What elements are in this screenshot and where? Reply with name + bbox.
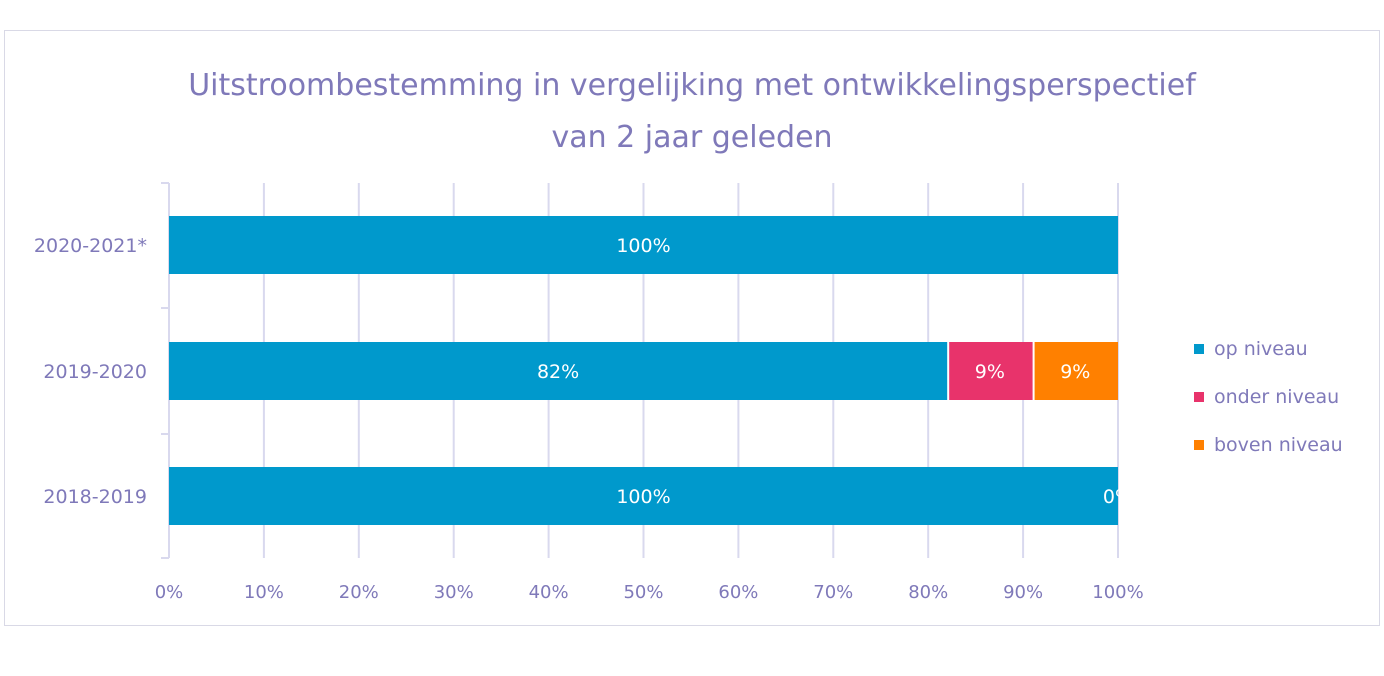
- bar-data-label: 9%: [1060, 361, 1090, 383]
- chart-title-line-1: Uitstroombestemming in vergelijking met …: [188, 68, 1196, 103]
- bar-segment: [169, 467, 1118, 525]
- bar-segment: [1034, 342, 1118, 400]
- legend-swatch-onder-niveau: [1194, 392, 1204, 402]
- x-tick-label: 80%: [908, 582, 948, 603]
- bar-segment: [169, 342, 948, 400]
- chart-title: Uitstroombestemming in vergelijking met …: [0, 60, 1384, 164]
- legend-label-op-niveau: op niveau: [1214, 338, 1308, 360]
- bar-data-label: 100%: [616, 486, 670, 508]
- x-tick-label: 50%: [623, 582, 663, 603]
- x-tick-label: 20%: [339, 582, 379, 603]
- legend-label-onder-niveau: onder niveau: [1214, 386, 1340, 408]
- legend-swatch-boven-niveau: [1194, 440, 1204, 450]
- category-label: 2019-2020: [43, 361, 147, 383]
- x-tick-label: 30%: [434, 582, 474, 603]
- bar-data-label: 100%: [616, 235, 670, 257]
- bar-data-label: 82%: [537, 361, 579, 383]
- chart-title-line-2: van 2 jaar geleden: [551, 120, 833, 155]
- bar-data-label: 0%: [1103, 486, 1133, 508]
- x-tick-label: 0%: [155, 582, 184, 603]
- legend-item-onder-niveau: onder niveau: [1194, 373, 1343, 421]
- x-tick-label: 100%: [1092, 582, 1143, 603]
- category-label: 2020-2021*: [34, 235, 147, 257]
- legend-swatch-op-niveau: [1194, 344, 1204, 354]
- bar-segment: [169, 216, 1118, 274]
- chart-legend: op niveau onder niveau boven niveau: [1194, 325, 1343, 469]
- category-label: 2018-2019: [43, 486, 147, 508]
- x-tick-label: 70%: [813, 582, 853, 603]
- legend-item-op-niveau: op niveau: [1194, 325, 1343, 373]
- legend-label-boven-niveau: boven niveau: [1214, 434, 1343, 456]
- x-tick-label: 40%: [529, 582, 569, 603]
- x-tick-label: 10%: [244, 582, 284, 603]
- x-tick-label: 90%: [1003, 582, 1043, 603]
- legend-item-boven-niveau: boven niveau: [1194, 421, 1343, 469]
- bar-data-label: 9%: [975, 361, 1005, 383]
- chart-frame: [4, 30, 1380, 626]
- bar-segment: [949, 342, 1033, 400]
- x-tick-label: 60%: [718, 582, 758, 603]
